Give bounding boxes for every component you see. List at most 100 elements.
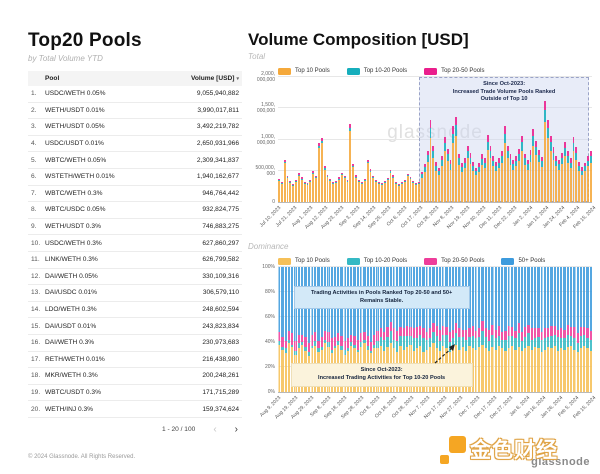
bar-segment [560,267,563,329]
bar-segment [483,168,486,202]
row-volume: 159,374,624 [202,405,239,413]
bar [563,267,566,392]
bar-segment [349,127,352,131]
brand-mark: glassnode 金色财经 [440,432,590,470]
bar [398,77,400,202]
bar-segment [303,182,306,184]
bar [320,77,323,202]
bar-segment [518,153,521,161]
bar-segment [556,267,560,330]
bar-segment [509,165,512,202]
y-axis-tick-label: 20% [264,364,275,370]
bar-segment [540,352,543,392]
bar-segment [589,162,592,202]
bar [532,77,535,202]
bar-segment [491,324,494,335]
bar-segment [343,178,346,202]
bar-segment [389,172,392,202]
legend-item[interactable]: 50+ Pools [501,257,545,265]
bar-segment [452,133,455,144]
gridline [278,266,592,267]
bar [458,77,460,202]
bar-segment [386,178,389,180]
bar-segment [486,135,489,142]
bar-segment [422,328,425,339]
bar-segment [435,170,438,202]
legend-swatch-icon [346,67,360,75]
bar-segment [481,330,484,345]
next-page-button[interactable]: › [234,423,238,435]
bar-segment [292,185,295,202]
bar [329,77,332,202]
pools-table: Pool Volume [USD] ▾ 1. USDC/WETH 0.05% 9,05… [28,71,242,418]
bar-segment [527,324,530,334]
prev-page-button[interactable]: ‹ [213,423,217,435]
bar-segment [438,329,442,341]
bar-segment [510,335,514,346]
bar-segment [284,348,287,354]
pool-column-header: Pool [45,75,60,82]
bar-segment [583,345,586,392]
x-gridline [558,267,560,392]
bar-segment [335,181,338,183]
bar-segment [575,147,578,153]
row-rank: 19. [31,388,41,396]
bar-segment [278,267,281,332]
bar-segment [552,159,555,202]
bar-segment [448,332,451,342]
bar-segment [549,150,552,202]
bar-segment [478,347,481,392]
legend-item[interactable]: Top 10 Pools [278,257,330,265]
bar-segment [332,183,335,202]
bar-segment [458,328,461,337]
legend-swatch-icon [346,257,360,265]
bar-segment [318,146,320,149]
volume-column-header[interactable]: Volume [USD] ▾ [191,75,239,82]
bar [546,77,549,202]
row-rank: 8. [31,206,37,214]
bar [561,77,563,202]
bar [533,267,537,392]
bar-segment [569,162,572,169]
bar-segment [573,338,576,350]
bar-segment [458,153,460,159]
bar-segment [338,177,340,179]
bar-segment [461,329,465,337]
bar-segment [572,136,575,143]
brand-chinese-text: 金色财经 [470,439,558,462]
x-gridline [509,267,511,392]
legend-item[interactable]: Top 20-50 Pools [424,257,484,265]
bar [423,77,426,202]
bar-segment [352,163,355,166]
bar-segment [451,338,455,347]
bar-segment [332,183,335,184]
legend-item[interactable]: Top 10-20 Pools [346,257,407,265]
bar-segment [469,153,472,158]
bar-segment [412,181,415,183]
bar-segment [423,167,426,172]
bar [515,77,518,202]
bar-segment [400,182,403,184]
legend-item[interactable]: Top 20-50 Pools [424,67,484,75]
bar-segment [484,328,487,337]
bar [406,77,409,202]
bar-segment [558,164,561,170]
legend-item[interactable]: Top 10 Pools [278,67,330,75]
bar-segment [446,160,449,202]
bar-segment [281,347,284,350]
bar-segment [553,325,556,335]
bar-segment [323,169,326,202]
bar-segment [533,338,537,347]
bar-segment [323,168,326,170]
bar [547,267,550,392]
bar-segment [504,339,507,351]
bar-segment [389,322,392,331]
legend-item[interactable]: Top 10-20 Pools [346,67,407,75]
legend-swatch-icon [501,257,515,265]
bar-segment [572,143,575,152]
bar-segment [468,328,471,337]
bar-segment [343,177,346,179]
bar-segment [346,181,349,182]
y-axis-tick-label: 2,000, 000,000 [256,71,275,83]
bar-segment [515,160,518,167]
